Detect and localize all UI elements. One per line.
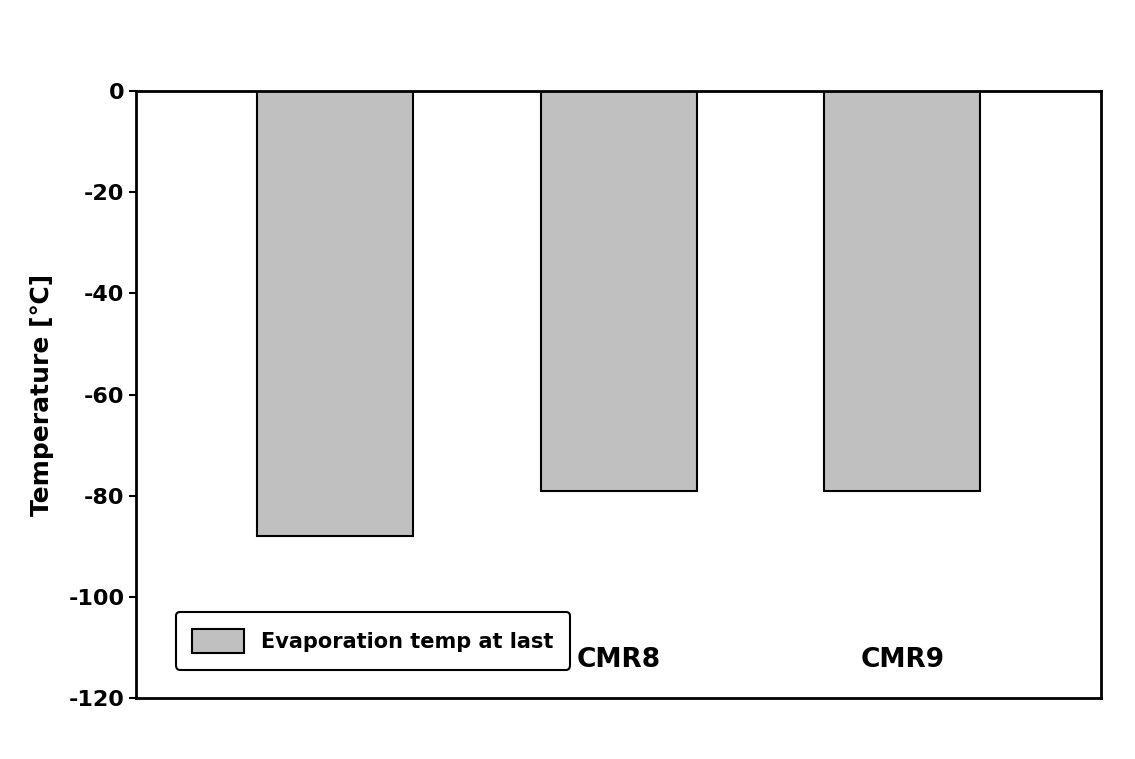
- Legend: Evaporation temp at last: Evaporation temp at last: [176, 613, 570, 669]
- Y-axis label: Temperature [℃]: Temperature [℃]: [31, 273, 54, 516]
- Bar: [824, 91, 981, 491]
- Bar: [257, 91, 413, 537]
- Text: CMR6: CMR6: [293, 647, 377, 673]
- Text: CMR8: CMR8: [577, 647, 661, 673]
- Text: CMR9: CMR9: [860, 647, 944, 673]
- Bar: [540, 91, 697, 491]
